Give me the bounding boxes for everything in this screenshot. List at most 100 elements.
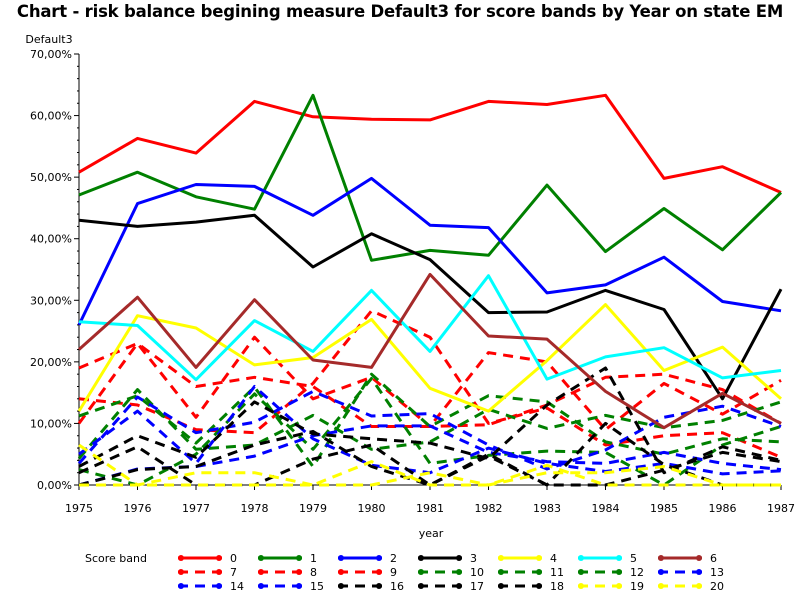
legend-swatch-marker <box>536 555 542 561</box>
legend-title: Score band <box>85 552 147 565</box>
legend-swatch-marker <box>578 555 584 561</box>
legend-swatch-marker <box>296 569 302 575</box>
legend-swatch-marker <box>658 583 664 589</box>
legend-swatch-marker <box>536 569 542 575</box>
legend-swatch-marker <box>696 569 702 575</box>
legend-swatch-marker <box>376 583 382 589</box>
legend-label: 18 <box>550 580 564 593</box>
legend-swatch-marker <box>376 569 382 575</box>
legend-label: 10 <box>470 566 484 579</box>
legend-label: 17 <box>470 580 484 593</box>
legend-label: 12 <box>630 566 644 579</box>
y-axis-label: Default3 <box>25 33 72 46</box>
legend-swatch-marker <box>616 569 622 575</box>
x-tick-label: 1979 <box>299 502 327 515</box>
legend-label: 7 <box>230 566 237 579</box>
legend-swatch-marker <box>418 569 424 575</box>
legend-swatch-marker <box>178 555 184 561</box>
legend-swatch-marker <box>456 583 462 589</box>
legend-swatch-marker <box>418 555 424 561</box>
y-tick-label: 40,00% <box>30 233 72 246</box>
legend-label: 11 <box>550 566 564 579</box>
legend-item-16: 16 <box>338 580 404 593</box>
legend-swatch-marker <box>338 569 344 575</box>
legend-item-18: 18 <box>498 580 564 593</box>
y-tick-label: 60,00% <box>30 110 72 123</box>
legend-label: 2 <box>390 552 397 565</box>
legend-swatch-marker <box>578 583 584 589</box>
series-line-18 <box>78 429 782 487</box>
x-tick-label: 1980 <box>358 502 386 515</box>
legend-label: 5 <box>630 552 637 565</box>
series-line-0 <box>78 93 782 194</box>
legend-item-20: 20 <box>658 580 724 593</box>
x-tick-label: 1987 <box>767 502 795 515</box>
legend-swatch-marker <box>258 555 264 561</box>
legend-swatch-marker <box>258 583 264 589</box>
series-line-4 <box>77 303 782 413</box>
series-line-14 <box>78 385 782 476</box>
legend-swatch-marker <box>498 583 504 589</box>
legend-label: 16 <box>390 580 404 593</box>
legend-swatch-marker <box>578 569 584 575</box>
legend-label: 15 <box>310 580 324 593</box>
series-line-12 <box>78 377 782 487</box>
y-axis: 0,00% 10,00% 20,00% 30,00% 40,00% 50,00% 60,00… <box>30 48 79 492</box>
legend-item-1: 1 <box>258 552 317 565</box>
y-tick-label: 0,00% <box>37 479 72 492</box>
legend-item-17: 17 <box>418 580 484 593</box>
series-line-1 <box>78 93 783 262</box>
legend-swatch-marker <box>216 555 222 561</box>
legend-swatch-marker <box>216 583 222 589</box>
x-axis: 1975 1976 1977 1978 1979 1980 1981 1982 1983 1984… <box>65 485 795 515</box>
legend-label: 3 <box>470 552 477 565</box>
chart-title: Chart - risk balance begining measure De… <box>16 2 784 21</box>
legend-label: 4 <box>550 552 557 565</box>
legend-label: 8 <box>310 566 317 579</box>
series-line-16 <box>78 366 782 475</box>
y-tick-label: 70,00% <box>30 48 72 61</box>
legend-item-6: 6 <box>658 552 717 565</box>
legend-swatch-marker <box>338 583 344 589</box>
series-line-2 <box>77 176 782 326</box>
legend-label: 6 <box>710 552 717 565</box>
legend-item-10: 10 <box>418 566 484 579</box>
legend-swatch-marker <box>536 583 542 589</box>
x-tick-label: 1981 <box>416 502 444 515</box>
legend-item-9: 9 <box>338 566 397 579</box>
legend-label: 14 <box>230 580 244 593</box>
x-tick-label: 1984 <box>592 502 620 515</box>
y-tick-label: 50,00% <box>30 171 72 184</box>
legend-item-2: 2 <box>338 552 397 565</box>
legend-swatch-marker <box>376 555 382 561</box>
legend-item-14: 14 <box>178 580 244 593</box>
legend-swatch-marker <box>456 569 462 575</box>
legend-swatch-marker <box>338 555 344 561</box>
y-tick-label: 20,00% <box>30 356 72 369</box>
legend-swatch-marker <box>696 555 702 561</box>
legend-swatch-marker <box>178 569 184 575</box>
legend-swatch-marker <box>456 555 462 561</box>
x-tick-label: 1977 <box>182 502 210 515</box>
x-tick-label: 1986 <box>709 502 737 515</box>
legend-label: 9 <box>390 566 397 579</box>
x-tick-label: 1978 <box>241 502 269 515</box>
legend-swatch-marker <box>498 569 504 575</box>
legend-item-11: 11 <box>498 566 564 579</box>
series-line-3 <box>78 213 783 401</box>
legend-label: 20 <box>710 580 724 593</box>
series-line-19 <box>78 443 781 487</box>
legend-label: 13 <box>710 566 724 579</box>
legend-swatch-marker <box>418 583 424 589</box>
legend-label: 0 <box>230 552 237 565</box>
series-line-5 <box>78 274 782 382</box>
legend-swatch-marker <box>696 583 702 589</box>
series-line-20 <box>79 460 781 487</box>
series-line-10 <box>78 372 782 468</box>
x-tick-label: 1985 <box>650 502 678 515</box>
legend-swatch-marker <box>216 569 222 575</box>
legend-swatch-marker <box>178 583 184 589</box>
legend-swatch-marker <box>658 555 664 561</box>
